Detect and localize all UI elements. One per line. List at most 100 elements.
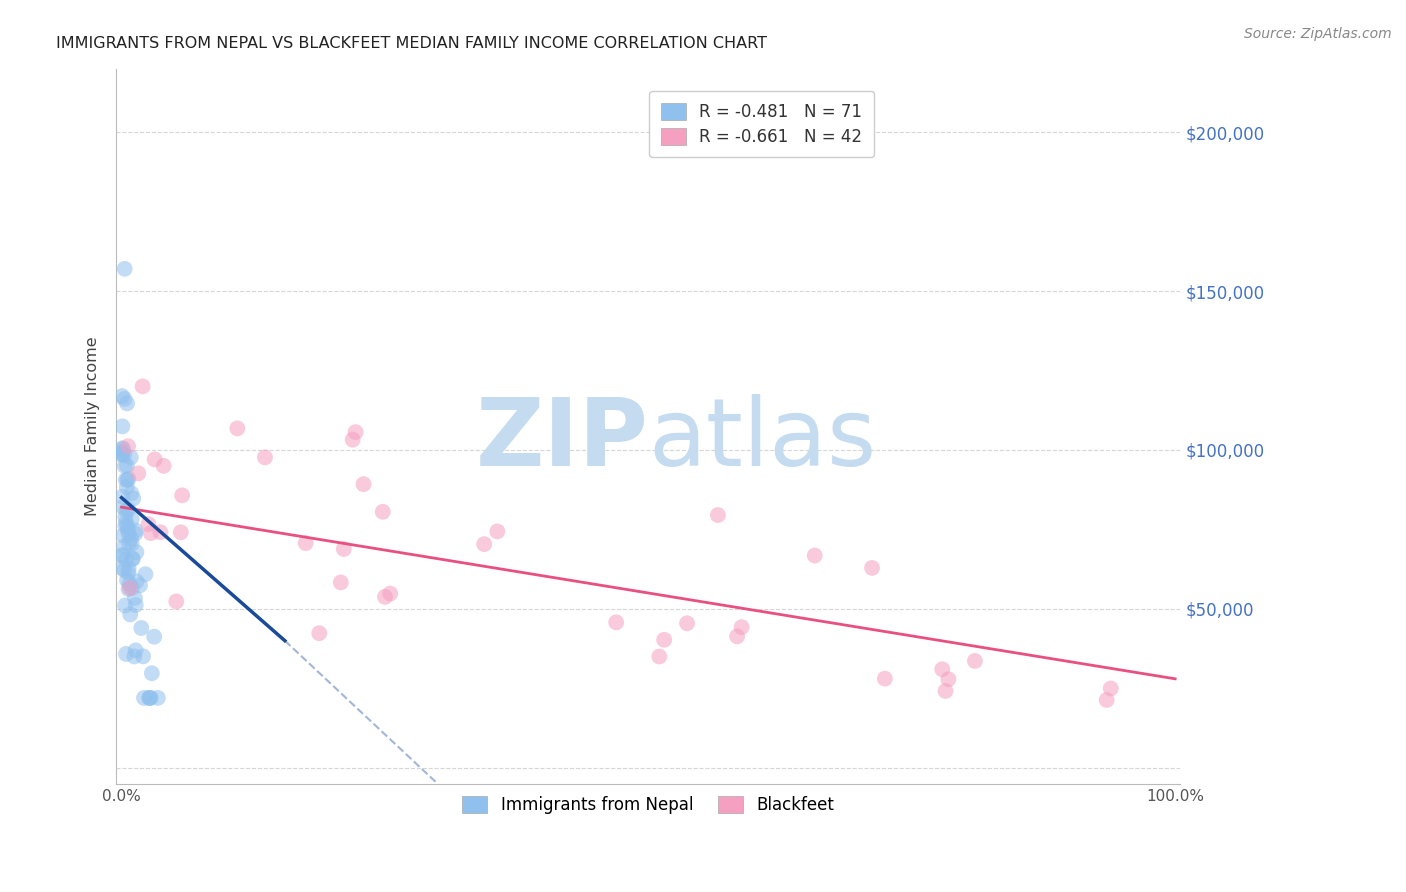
Point bbox=[115, 480, 138, 494]
Point bbox=[124, 524, 146, 538]
Point bbox=[374, 590, 396, 604]
Point bbox=[935, 684, 957, 698]
Point bbox=[139, 526, 162, 541]
Point bbox=[115, 458, 138, 473]
Point bbox=[134, 567, 156, 582]
Point bbox=[131, 379, 153, 393]
Point bbox=[730, 620, 752, 634]
Point bbox=[165, 594, 187, 608]
Point bbox=[112, 442, 135, 456]
Point bbox=[111, 548, 134, 562]
Point bbox=[138, 690, 160, 705]
Point bbox=[143, 630, 166, 644]
Point bbox=[125, 598, 148, 612]
Point bbox=[308, 626, 330, 640]
Point bbox=[129, 578, 152, 592]
Point bbox=[121, 512, 143, 526]
Point bbox=[873, 672, 896, 686]
Point bbox=[115, 473, 138, 487]
Point bbox=[115, 574, 138, 588]
Point bbox=[111, 561, 134, 575]
Point bbox=[117, 582, 139, 596]
Point bbox=[117, 502, 139, 516]
Point bbox=[115, 504, 138, 518]
Point bbox=[124, 649, 146, 664]
Point bbox=[146, 690, 169, 705]
Point bbox=[114, 599, 136, 613]
Point bbox=[114, 459, 136, 474]
Point bbox=[472, 537, 495, 551]
Point bbox=[121, 537, 143, 551]
Text: ZIP: ZIP bbox=[475, 394, 648, 486]
Point bbox=[353, 477, 375, 491]
Point bbox=[226, 421, 249, 435]
Point bbox=[114, 510, 136, 524]
Point bbox=[111, 444, 134, 458]
Point bbox=[963, 654, 986, 668]
Point bbox=[380, 586, 402, 600]
Point bbox=[111, 447, 134, 461]
Point bbox=[170, 525, 193, 540]
Text: Source: ZipAtlas.com: Source: ZipAtlas.com bbox=[1244, 27, 1392, 41]
Point bbox=[117, 527, 139, 541]
Point bbox=[115, 552, 138, 566]
Point bbox=[115, 516, 138, 530]
Text: atlas: atlas bbox=[648, 394, 876, 486]
Point bbox=[117, 524, 139, 538]
Point bbox=[648, 649, 671, 664]
Point bbox=[931, 662, 953, 676]
Point bbox=[1095, 693, 1118, 707]
Point bbox=[652, 632, 675, 647]
Point bbox=[132, 690, 155, 705]
Point bbox=[860, 561, 883, 575]
Point bbox=[111, 448, 134, 462]
Point bbox=[333, 541, 356, 556]
Point bbox=[111, 490, 134, 504]
Point bbox=[707, 508, 730, 522]
Point bbox=[294, 536, 316, 550]
Point bbox=[605, 615, 627, 630]
Point bbox=[172, 488, 194, 502]
Point bbox=[118, 561, 141, 575]
Point bbox=[132, 649, 155, 664]
Point bbox=[124, 526, 146, 541]
Point bbox=[127, 467, 149, 481]
Y-axis label: Median Family Income: Median Family Income bbox=[86, 336, 100, 516]
Point bbox=[112, 448, 135, 462]
Point bbox=[803, 549, 825, 563]
Point bbox=[152, 458, 174, 473]
Point bbox=[118, 536, 141, 550]
Point bbox=[112, 540, 135, 554]
Point bbox=[121, 552, 143, 566]
Point bbox=[115, 647, 138, 661]
Point bbox=[125, 545, 148, 559]
Point bbox=[131, 621, 153, 635]
Point bbox=[124, 643, 146, 657]
Point bbox=[138, 690, 160, 705]
Point bbox=[118, 581, 141, 595]
Point bbox=[120, 607, 142, 622]
Point bbox=[117, 473, 139, 487]
Point bbox=[112, 528, 135, 542]
Point bbox=[111, 442, 134, 456]
Point bbox=[344, 425, 367, 439]
Point bbox=[122, 491, 145, 506]
Point bbox=[111, 419, 134, 434]
Point bbox=[120, 486, 142, 500]
Point bbox=[125, 574, 148, 589]
Point bbox=[117, 472, 139, 486]
Point bbox=[329, 575, 352, 590]
Text: IMMIGRANTS FROM NEPAL VS BLACKFEET MEDIAN FAMILY INCOME CORRELATION CHART: IMMIGRANTS FROM NEPAL VS BLACKFEET MEDIA… bbox=[56, 36, 768, 51]
Point bbox=[111, 389, 134, 403]
Point bbox=[112, 563, 135, 577]
Point bbox=[120, 450, 142, 465]
Point bbox=[114, 392, 136, 406]
Point bbox=[149, 525, 172, 540]
Point bbox=[143, 452, 166, 467]
Point bbox=[124, 591, 146, 605]
Point bbox=[117, 566, 139, 580]
Point bbox=[120, 532, 142, 546]
Point bbox=[725, 629, 748, 643]
Point bbox=[114, 261, 136, 276]
Point bbox=[342, 433, 364, 447]
